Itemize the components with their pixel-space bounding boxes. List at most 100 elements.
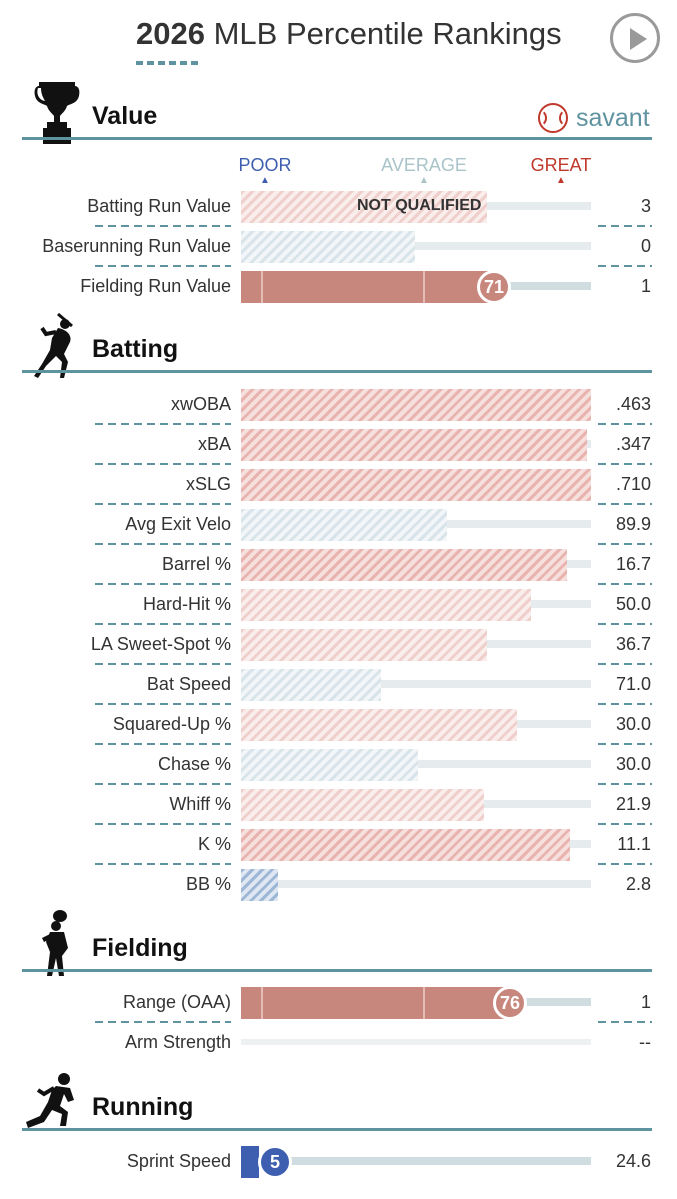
row-divider: [95, 423, 231, 425]
metric-label: Baserunning Run Value: [42, 236, 231, 256]
percentile-bar: [241, 469, 591, 501]
metric-row: Bat Speed 71.0: [0, 667, 677, 707]
metric-row: Barrel % 16.7: [0, 547, 677, 587]
row-divider: [598, 783, 652, 785]
metric-label: xBA: [197, 434, 231, 454]
section-divider-batting: [22, 370, 652, 373]
metric-label: Arm Strength: [124, 1032, 231, 1052]
title-year: 2026: [136, 16, 205, 51]
row-divider: [95, 743, 231, 745]
percentile-bar: [241, 869, 278, 901]
play-icon: [630, 28, 647, 50]
metric-label: LA Sweet-Spot %: [90, 634, 231, 654]
metric-row: xBA .347: [0, 427, 677, 467]
row-divider: [95, 863, 231, 865]
row-divider: [598, 743, 652, 745]
metric-row: K % 11.1: [0, 827, 677, 867]
percentile-track: [241, 1039, 591, 1045]
metric-row: Avg Exit Velo 89.9: [0, 507, 677, 547]
savant-logo[interactable]: savant: [538, 100, 650, 136]
legend-average-label: AVERAGE: [381, 155, 467, 175]
metric-row: Baserunning Run Value 0: [0, 229, 677, 269]
page-title: 2026 MLB Percentile Rankings: [136, 16, 562, 52]
metric-value: 1: [640, 992, 651, 1012]
trophy-icon: [34, 82, 80, 144]
play-button[interactable]: [610, 13, 660, 63]
legend-poor-arrow: ▲: [260, 175, 270, 186]
metric-label: Range (OAA): [122, 992, 231, 1012]
section-title-value: Value: [92, 102, 158, 130]
row-divider: [598, 823, 652, 825]
row-divider: [95, 623, 231, 625]
percentile-bar: [241, 829, 570, 861]
row-divider: [598, 1021, 652, 1023]
metric-row: xwOBA .463: [0, 387, 677, 427]
metric-value: --: [639, 1032, 651, 1052]
row-divider: [95, 225, 231, 227]
metric-label: Hard-Hit %: [142, 594, 231, 614]
metric-row: Fielding Run Value 71 1: [0, 269, 677, 309]
metric-label: BB %: [185, 874, 231, 894]
metric-value: .710: [615, 474, 651, 494]
metric-value: 50.0: [615, 594, 651, 614]
percentile-bar: [241, 231, 415, 263]
row-divider: [598, 583, 652, 585]
row-divider: [95, 783, 231, 785]
metric-label: Batting Run Value: [87, 196, 231, 216]
metric-value: 11.1: [617, 834, 651, 854]
percentile-bar: [241, 389, 591, 421]
metric-value: 89.9: [615, 514, 651, 534]
metric-label: xwOBA: [170, 394, 231, 414]
row-divider: [598, 863, 652, 865]
row-divider: [95, 663, 231, 665]
row-divider: [598, 543, 652, 545]
row-divider: [95, 265, 231, 267]
legend-great-label: GREAT: [530, 155, 592, 175]
runner-icon: [26, 1073, 74, 1128]
section-title-batting: Batting: [92, 335, 179, 363]
row-divider: [95, 503, 231, 505]
metric-value: 2.8: [625, 874, 651, 894]
percentile-bar: [241, 987, 511, 1019]
bar-tick: [423, 271, 425, 303]
legend-average: AVERAGE ▲: [378, 155, 470, 186]
metric-row: xSLG .710: [0, 467, 677, 507]
metric-value: 30.0: [615, 714, 651, 734]
metric-value: 1: [640, 276, 651, 296]
metric-value: 30.0: [615, 754, 651, 774]
bar-tick: [261, 271, 263, 303]
metric-label: Barrel %: [161, 554, 231, 574]
row-divider: [95, 1021, 231, 1023]
metric-row: Batting Run Value NOT QUALIFIED 3: [0, 189, 677, 229]
metric-label: Avg Exit Velo: [125, 514, 231, 534]
metric-value: 71.0: [615, 674, 651, 694]
percentile-bar: [241, 589, 531, 621]
percentile-bar: [241, 1146, 259, 1178]
percentile-track: [241, 1157, 591, 1165]
legend-poor-label: POOR: [238, 155, 292, 175]
section-divider-fielding: [22, 969, 652, 972]
metric-value: 36.7: [615, 634, 651, 654]
metric-value: 0: [640, 236, 651, 256]
row-divider: [598, 703, 652, 705]
percentile-bar: [241, 789, 484, 821]
metric-row: BB % 2.8: [0, 867, 677, 907]
section-title-running: Running: [92, 1093, 194, 1121]
percentile-track: [241, 680, 591, 688]
savant-logo-text: savant: [576, 103, 650, 132]
section-title-fielding: Fielding: [92, 934, 188, 962]
metric-value: 16.7: [615, 554, 651, 574]
legend-great-arrow: ▲: [556, 175, 566, 186]
row-divider: [95, 543, 231, 545]
metric-row: Whiff % 21.9: [0, 787, 677, 827]
metric-value: 21.9: [615, 794, 651, 814]
percentile-circle: 5: [258, 1145, 292, 1179]
percentile-bar: [241, 271, 493, 303]
metric-row: Squared-Up % 30.0: [0, 707, 677, 747]
row-divider: [598, 463, 652, 465]
metric-row: Sprint Speed 5 24.6: [0, 1144, 677, 1184]
legend-poor: POOR ▲: [232, 155, 298, 186]
percentile-bar: [241, 549, 567, 581]
section-divider-running: [22, 1128, 652, 1131]
baseball-icon: [538, 103, 568, 133]
